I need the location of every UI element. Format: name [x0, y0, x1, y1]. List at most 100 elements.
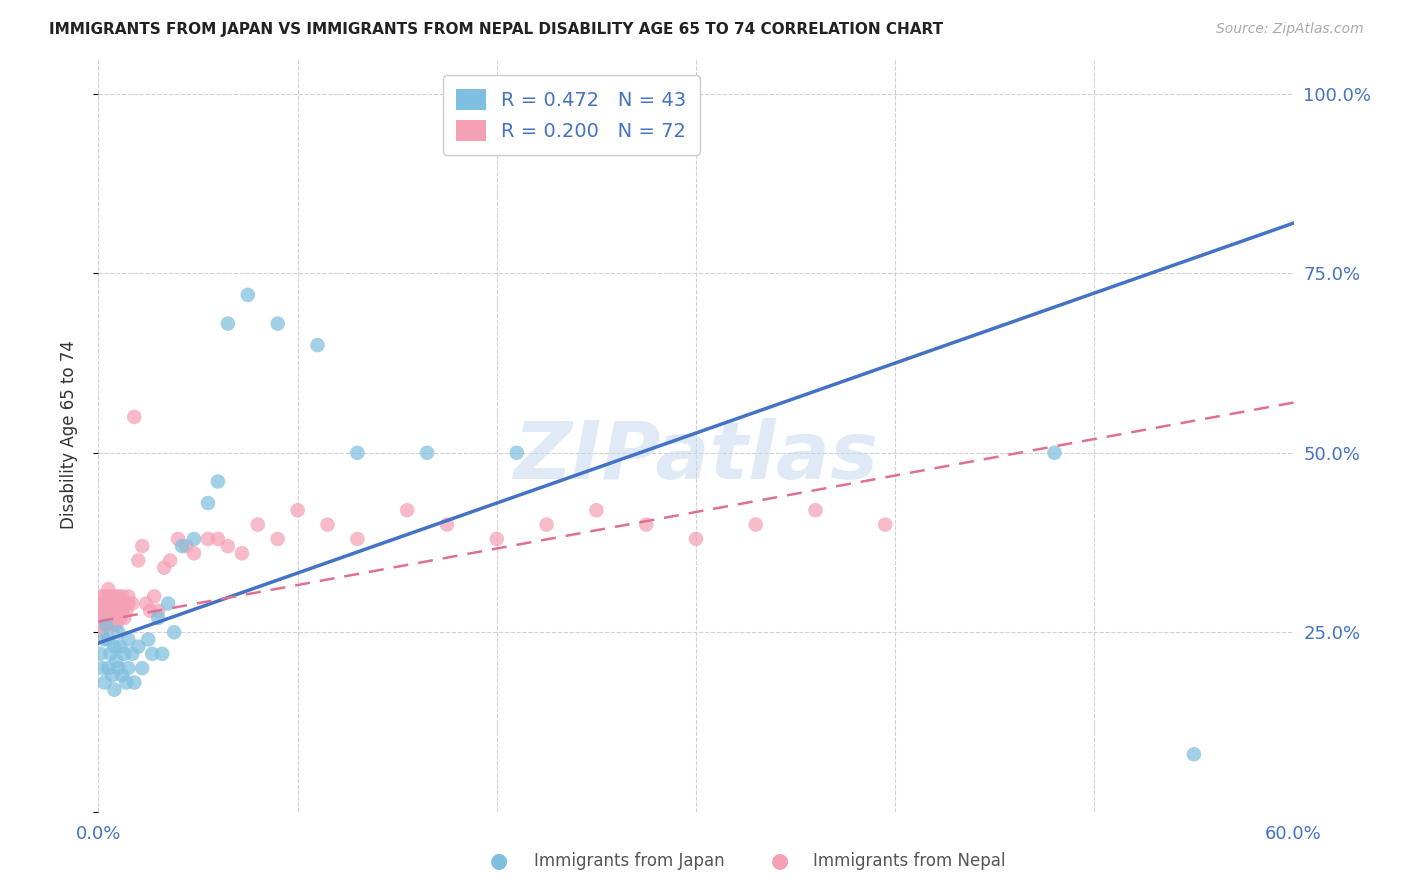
Point: [485, 532, 508, 546]
Point: [131, 539, 153, 553]
Point: [143, 590, 166, 604]
Point: [98, 647, 122, 661]
Point: [111, 590, 134, 604]
Point: [96, 611, 118, 625]
Point: [96, 618, 118, 632]
Point: [107, 625, 129, 640]
Point: [124, 675, 146, 690]
Point: [105, 597, 128, 611]
Point: [93, 590, 115, 604]
Point: [91, 661, 114, 675]
Point: [506, 446, 529, 460]
Point: [1043, 446, 1066, 460]
Text: IMMIGRANTS FROM JAPAN VS IMMIGRANTS FROM NEPAL DISABILITY AGE 65 TO 74 CORRELATI: IMMIGRANTS FROM JAPAN VS IMMIGRANTS FROM…: [49, 22, 943, 37]
Point: [163, 625, 186, 640]
Point: [124, 409, 146, 424]
Point: [174, 539, 197, 553]
Point: [97, 661, 120, 675]
Point: [197, 496, 219, 510]
Point: [93, 604, 115, 618]
Point: [107, 661, 129, 675]
Point: [107, 597, 129, 611]
Point: [685, 532, 707, 546]
Point: [112, 647, 135, 661]
Point: [96, 597, 118, 611]
Point: [98, 611, 122, 625]
Point: [167, 532, 190, 546]
Point: [267, 532, 290, 546]
Point: [172, 539, 194, 553]
Point: [804, 503, 827, 517]
Point: [159, 553, 181, 567]
Point: [416, 446, 439, 460]
Point: [89, 604, 111, 618]
Point: [101, 597, 124, 611]
Text: Source: ZipAtlas.com: Source: ZipAtlas.com: [1216, 22, 1364, 37]
Point: [585, 503, 607, 517]
Point: [127, 640, 149, 654]
Point: [153, 560, 176, 574]
Point: [97, 597, 120, 611]
Point: [121, 597, 143, 611]
Point: [105, 604, 128, 618]
Point: [396, 503, 419, 517]
Point: [110, 597, 132, 611]
Point: [141, 647, 163, 661]
Point: [96, 618, 118, 632]
Point: [110, 611, 132, 625]
Point: [136, 632, 159, 647]
Point: [121, 647, 143, 661]
Point: [346, 532, 368, 546]
Y-axis label: Disability Age 65 to 74: Disability Age 65 to 74: [59, 341, 77, 529]
Point: [98, 590, 122, 604]
Point: [103, 640, 125, 654]
Point: [111, 604, 134, 618]
Point: [111, 668, 134, 682]
Point: [107, 604, 129, 618]
Point: [97, 604, 120, 618]
Point: [117, 632, 139, 647]
Point: [103, 590, 125, 604]
Point: [91, 597, 114, 611]
Point: [117, 590, 139, 604]
Point: [101, 604, 124, 618]
Text: ZIPatlas: ZIPatlas: [513, 418, 879, 497]
Point: [101, 618, 124, 632]
Point: [148, 604, 170, 618]
Point: [112, 611, 135, 625]
Point: [217, 317, 239, 331]
Text: ●: ●: [491, 851, 508, 871]
Point: [745, 517, 768, 532]
Point: [183, 532, 205, 546]
Point: [217, 539, 239, 553]
Text: ●: ●: [772, 851, 789, 871]
Point: [135, 597, 157, 611]
Point: [107, 590, 129, 604]
Point: [93, 632, 115, 647]
Point: [115, 675, 138, 690]
Point: [267, 317, 290, 331]
Point: [197, 532, 219, 546]
Point: [131, 661, 153, 675]
Point: [105, 618, 128, 632]
Text: Immigrants from Nepal: Immigrants from Nepal: [813, 852, 1005, 870]
Point: [91, 611, 114, 625]
Point: [89, 618, 111, 632]
Point: [207, 475, 229, 489]
Point: [117, 597, 139, 611]
Point: [246, 517, 269, 532]
Point: [150, 647, 173, 661]
Point: [115, 604, 138, 618]
Point: [236, 288, 259, 302]
Point: [287, 503, 309, 517]
Point: [307, 338, 329, 352]
Point: [636, 517, 658, 532]
Point: [101, 668, 124, 682]
Point: [536, 517, 558, 532]
Point: [316, 517, 339, 532]
Point: [346, 446, 368, 460]
Point: [89, 647, 111, 661]
Point: [231, 546, 253, 560]
Point: [112, 597, 135, 611]
Point: [183, 546, 205, 560]
